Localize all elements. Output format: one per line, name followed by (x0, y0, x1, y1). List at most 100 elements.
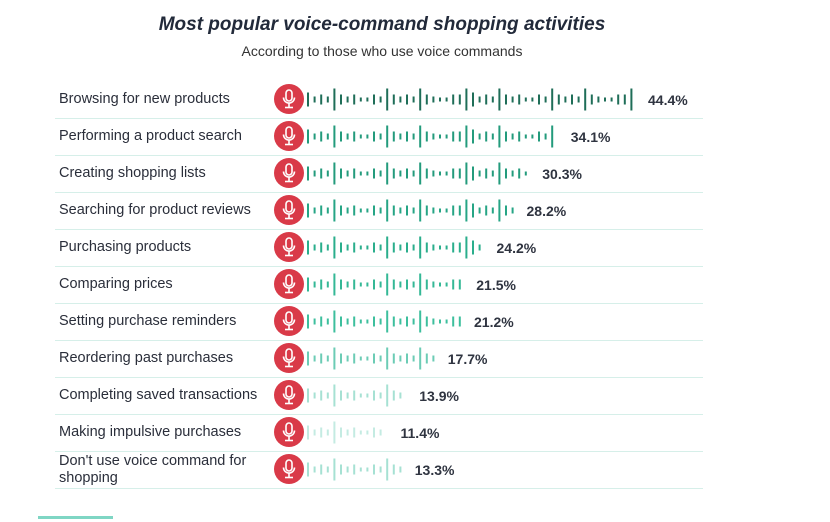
bar-row: Performing a product search 34.1% (55, 118, 703, 156)
bar-row: Don't use voice command for shopping 13.… (55, 451, 703, 489)
category-label: Completing saved transactions (59, 387, 258, 403)
bar-tick (531, 134, 534, 139)
bar-tick (412, 244, 415, 251)
category-label: Setting purchase reminders (59, 313, 237, 329)
bar-tick (524, 97, 527, 102)
bar-tick (366, 171, 369, 176)
bar-tick (472, 240, 474, 255)
bar (307, 384, 402, 407)
bar-tick (307, 388, 309, 403)
bar-row: Making impulsive purchases 11.4% (55, 414, 703, 452)
bar-tick (412, 96, 415, 103)
bar-tick (340, 205, 342, 216)
bar-tick (439, 282, 441, 287)
category-label: Don't use voice command for shopping (59, 452, 247, 486)
bar-tick (353, 205, 356, 216)
value-label: 24.2% (496, 239, 537, 256)
bar-tick (366, 97, 369, 102)
bar-tick (333, 273, 336, 296)
bar-tick (333, 162, 336, 185)
bar-tick (432, 281, 435, 288)
bar-tick (320, 168, 323, 179)
microphone-icon (274, 417, 304, 447)
bar-tick (425, 131, 428, 142)
bar-tick (472, 203, 474, 218)
bar-tick (604, 97, 606, 102)
bar-tick (340, 390, 342, 401)
bar-tick (386, 162, 389, 185)
category-label: Reordering past purchases (59, 350, 234, 366)
bar-tick (498, 199, 501, 222)
bar-tick (406, 131, 408, 142)
bar-tick (458, 131, 461, 142)
category-label: Performing a product search (59, 128, 242, 144)
bar-tick (505, 168, 507, 179)
bar-tick (544, 96, 547, 103)
bar-tick (386, 273, 389, 296)
bar-tick (478, 244, 481, 251)
bar-tick (346, 133, 349, 140)
bar-tick (452, 205, 455, 216)
bar-tick (320, 353, 323, 364)
bar-row: Comparing prices 21.5% (55, 266, 703, 304)
bar-tick (485, 168, 488, 179)
bar-tick (399, 133, 402, 140)
bar-tick (373, 168, 375, 179)
bar-tick (333, 199, 336, 222)
bar-tick (359, 393, 362, 398)
bar-tick (571, 94, 573, 105)
bar-tick (392, 279, 395, 290)
bar-tick (313, 466, 316, 473)
bar-tick (452, 131, 455, 142)
bar-tick (379, 429, 382, 436)
bar-tick (353, 390, 356, 401)
bar-tick (452, 168, 455, 179)
bar-tick (445, 134, 448, 139)
bar-tick (326, 133, 329, 140)
bar-tick (326, 466, 329, 473)
bar-tick (439, 97, 441, 102)
bar-tick (538, 94, 540, 105)
bar-tick (491, 133, 494, 140)
bar-row: Completing saved transactions 13.9% (55, 377, 703, 415)
bar-tick (406, 205, 408, 216)
bar-tick (313, 355, 316, 362)
bar-tick (353, 131, 356, 142)
bar-tick (320, 464, 323, 475)
bar-tick (472, 166, 474, 181)
microphone-icon (274, 306, 304, 336)
bar-tick (419, 125, 422, 148)
bar-tick (392, 353, 395, 364)
bar-tick (379, 96, 382, 103)
bar-tick (597, 96, 600, 103)
bar-tick (326, 318, 329, 325)
bar-tick (313, 281, 316, 288)
bar-tick (373, 464, 375, 475)
bar-tick (307, 240, 309, 255)
bar-tick (326, 429, 329, 436)
category-label: Creating shopping lists (59, 165, 206, 181)
bar-tick (346, 392, 349, 399)
bar-tick (485, 94, 488, 105)
bar-tick (359, 245, 362, 250)
bar-tick (340, 279, 342, 290)
bar-tick (518, 94, 521, 105)
bar-tick (617, 94, 620, 105)
microphone-icon (274, 269, 304, 299)
bar (307, 236, 481, 259)
bar-tick (419, 273, 422, 296)
bar-tick (373, 316, 375, 327)
value-label: 11.4% (400, 424, 440, 441)
bar-tick (472, 129, 474, 144)
bar-tick (333, 458, 336, 481)
bar-row: Creating shopping lists 30.3% (55, 155, 703, 193)
bar-tick (320, 205, 323, 216)
microphone-icon (274, 158, 304, 188)
bar-tick (452, 316, 455, 327)
bar-tick (439, 208, 441, 213)
bar-tick (432, 318, 435, 325)
bar-tick (445, 282, 448, 287)
bar-tick (551, 125, 554, 148)
bar-tick (326, 244, 329, 251)
bar-tick (445, 97, 448, 102)
